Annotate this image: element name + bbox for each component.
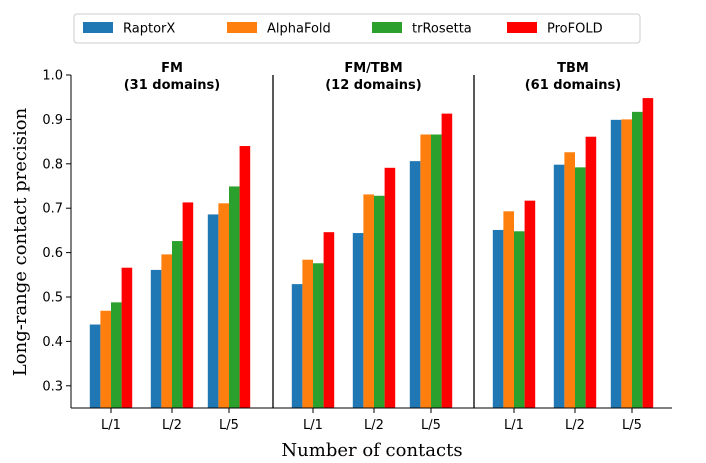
y-tick-label: 0.5 <box>42 291 63 306</box>
x-axis-label: Number of contacts <box>281 440 462 461</box>
bar-2-L1-alphafold <box>302 259 313 408</box>
bar-3-L5-alphafold <box>621 119 632 409</box>
panel-title: FM/TBM <box>344 61 402 76</box>
bar-1-L2-profold <box>182 202 194 408</box>
legend-label-raptorx: RaptorX <box>123 22 175 37</box>
panel-title: TBM <box>557 61 589 76</box>
bar-3-L5-profold <box>642 98 654 408</box>
x-tick-label: L/2 <box>364 418 384 433</box>
bar-2-L1-profold <box>323 232 335 408</box>
axes-layer: L/1 L/2 L/5 FM (31 domains) L/1 L/2 L/5 FM/TBM (1… <box>42 61 672 433</box>
x-tick-label: L/5 <box>219 418 239 433</box>
bar-2-L1-trrosetta <box>313 263 324 408</box>
x-tick-label: L/2 <box>162 418 182 433</box>
y-tick-label: 0.3 <box>42 379 63 394</box>
legend-label-trrosetta: trRosetta <box>412 22 472 37</box>
bar-2-L5-trrosetta <box>431 134 442 408</box>
y-axis-label: Long-range contact precision <box>10 107 31 376</box>
y-tick-label: 0.8 <box>42 157 63 172</box>
bar-1-L2-alphafold <box>161 254 172 408</box>
legend: RaptorX AlphaFold trRosetta ProFOLD <box>73 13 641 44</box>
x-tick-label: L/1 <box>303 418 323 433</box>
bars-layer <box>89 98 654 409</box>
bar-3-L2-profold <box>585 136 597 408</box>
y-tick-label: 1.0 <box>42 69 63 84</box>
bar-1-L2-trrosetta <box>172 241 183 408</box>
bar-1-L1-raptorx <box>89 324 101 408</box>
bar-1-L5-trrosetta <box>229 186 240 408</box>
bar-2-L5-alphafold <box>420 134 431 408</box>
panel-subtitle: (12 domains) <box>325 78 422 93</box>
legend-label-profold: ProFOLD <box>547 22 603 37</box>
x-tick-label: L/2 <box>565 418 585 433</box>
bar-2-L1-raptorx <box>291 284 303 408</box>
legend-swatch-profold <box>507 22 537 33</box>
x-tick-label: L/5 <box>622 418 642 433</box>
bar-3-L2-trrosetta <box>575 167 586 408</box>
legend-box <box>73 13 641 44</box>
bar-2-L2-profold <box>384 167 396 408</box>
bar-1-L2-raptorx <box>150 269 162 408</box>
panel-title: FM <box>161 61 183 76</box>
bar-2-L5-raptorx <box>409 161 421 408</box>
legend-swatch-trrosetta <box>372 22 402 33</box>
bar-3-L2-raptorx <box>553 164 565 408</box>
bar-1-L5-raptorx <box>207 214 219 408</box>
y-tick-label: 0.6 <box>42 246 63 261</box>
bar-3-L1-profold <box>524 200 536 408</box>
panel-subtitle: (31 domains) <box>124 78 221 93</box>
y-tick-label: 0.4 <box>42 335 63 350</box>
legend-label-alphafold: AlphaFold <box>267 22 331 37</box>
bar-2-L2-alphafold <box>363 194 374 408</box>
bar-2-L2-raptorx <box>352 233 364 408</box>
y-tick-label: 0.9 <box>42 113 63 128</box>
x-tick-label: L/1 <box>101 418 121 433</box>
bar-2-L2-trrosetta <box>374 195 385 408</box>
bar-2-L5-profold <box>441 113 453 408</box>
bar-3-L1-raptorx <box>492 229 504 408</box>
bar-1-L5-alphafold <box>218 203 229 408</box>
x-tick-label: L/1 <box>504 418 524 433</box>
bar-1-L5-profold <box>239 146 251 409</box>
legend-swatch-raptorx <box>83 22 113 33</box>
bar-1-L1-profold <box>121 267 133 408</box>
bar-1-L1-alphafold <box>100 310 111 408</box>
y-tick-label: 0.7 <box>42 202 63 217</box>
bar-3-L2-alphafold <box>564 152 575 408</box>
bar-1-L1-trrosetta <box>111 302 122 408</box>
bar-3-L5-raptorx <box>610 119 622 408</box>
legend-swatch-alphafold <box>227 22 257 33</box>
x-tick-label: L/5 <box>421 418 441 433</box>
panel-subtitle: (61 domains) <box>525 78 622 93</box>
bar-3-L1-alphafold <box>503 211 514 408</box>
bar-3-L1-trrosetta <box>514 231 525 408</box>
bar-3-L5-trrosetta <box>632 111 643 408</box>
